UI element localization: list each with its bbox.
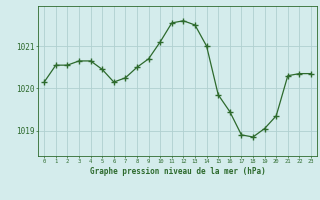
X-axis label: Graphe pression niveau de la mer (hPa): Graphe pression niveau de la mer (hPa) bbox=[90, 167, 266, 176]
